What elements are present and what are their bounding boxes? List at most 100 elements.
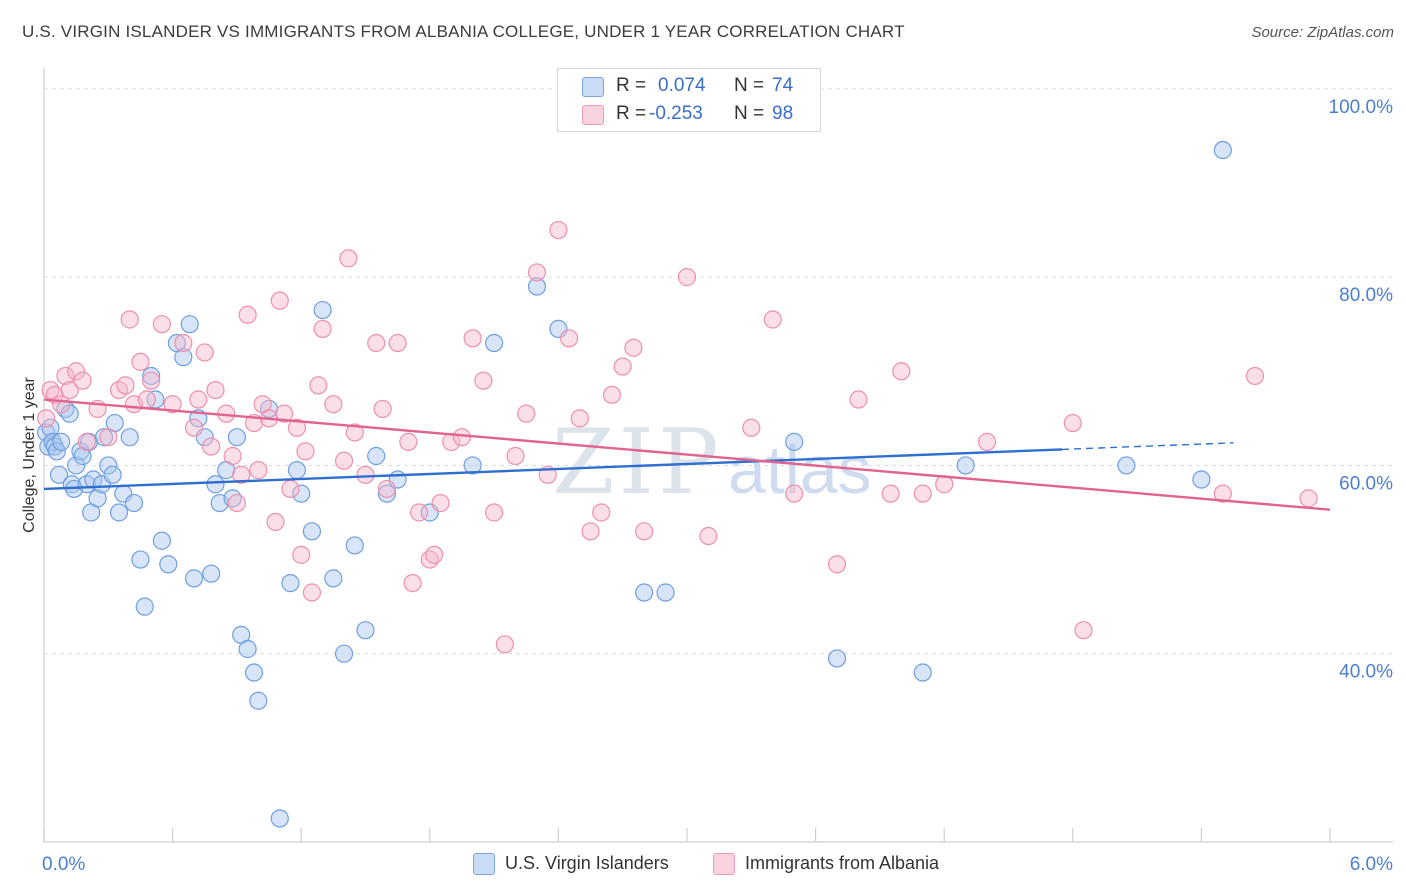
legend-row-albania: R = -0.253 N = 98	[558, 100, 820, 128]
point-albania	[270, 291, 289, 310]
legend-n-label: N =	[734, 103, 765, 124]
point-virgin-islanders	[249, 691, 268, 710]
point-albania	[281, 479, 300, 499]
point-virgin-islanders	[270, 809, 289, 828]
point-albania	[377, 479, 397, 499]
point-albania	[613, 357, 632, 376]
legend-r-value: 0.074	[658, 75, 706, 96]
point-virgin-islanders	[1192, 470, 1211, 489]
point-albania	[206, 380, 225, 400]
grid-lines	[44, 88, 1393, 655]
point-virgin-islanders	[124, 493, 144, 513]
point-albania	[292, 545, 311, 564]
point-virgin-islanders	[635, 583, 654, 602]
y-tick-labels: 100.0% 80.0% 60.0% 40.0%	[1329, 97, 1394, 683]
trend-line-virgin-islanders	[43, 448, 1063, 491]
point-virgin-islanders	[913, 663, 932, 682]
point-albania	[356, 465, 375, 484]
point-albania	[506, 446, 525, 466]
legend-n-value: 74	[772, 75, 794, 96]
point-albania	[152, 315, 171, 334]
point-albania	[495, 635, 514, 654]
point-albania	[549, 220, 568, 240]
point-albania	[174, 333, 193, 353]
point-albania	[227, 493, 246, 513]
point-albania	[60, 380, 79, 400]
point-virgin-islanders	[180, 315, 199, 334]
point-albania	[1299, 489, 1318, 508]
legend-n-value: 98	[772, 103, 794, 124]
watermark-atlas: atlas	[728, 432, 872, 508]
point-albania	[431, 493, 450, 513]
point-virgin-islanders	[292, 484, 311, 503]
point-albania	[223, 446, 242, 466]
point-virgin-islanders	[527, 277, 547, 296]
point-albania	[274, 404, 294, 423]
x-tick-labels: 0.0% 6.0%	[42, 854, 1393, 875]
y-tick-label: 40.0%	[1339, 662, 1393, 683]
point-albania	[142, 371, 161, 390]
point-albania	[560, 329, 579, 348]
point-albania	[339, 249, 358, 268]
source-label: Source: ZipAtlas.com	[1251, 24, 1394, 41]
point-virgin-islanders	[356, 621, 375, 640]
legend-swatch-virgin-islanders	[582, 77, 604, 97]
point-albania	[232, 465, 251, 484]
trend-line-albania	[43, 398, 1331, 511]
point-albania	[313, 319, 332, 339]
point-albania	[635, 522, 654, 541]
point-virgin-islanders	[152, 531, 171, 550]
legend-r-value: -0.253	[649, 103, 703, 124]
point-albania	[913, 484, 932, 503]
point-virgin-islanders	[47, 442, 66, 461]
point-virgin-islanders	[377, 484, 397, 503]
point-albania	[399, 432, 418, 451]
point-albania	[474, 371, 493, 390]
point-virgin-islanders	[142, 366, 161, 386]
point-virgin-islanders	[99, 456, 118, 475]
y-tick-label: 60.0%	[1339, 473, 1393, 494]
point-virgin-islanders	[281, 573, 300, 593]
legend-row-virgin-islanders: R = 0.074 N = 74	[558, 72, 820, 100]
point-virgin-islanders	[174, 348, 193, 367]
axes	[43, 68, 1393, 843]
legend-swatch-albania	[582, 105, 604, 125]
point-albania	[67, 362, 86, 381]
point-albania	[238, 305, 257, 324]
point-albania	[249, 461, 268, 480]
point-albania	[202, 437, 221, 456]
point-albania	[742, 418, 761, 437]
point-virgin-islanders	[52, 432, 71, 451]
point-albania	[37, 409, 56, 428]
point-albania	[131, 352, 150, 371]
legend-r-label: R =	[616, 103, 647, 124]
bottom-legend-label: Immigrants from Albania	[745, 853, 940, 873]
point-albania	[287, 418, 307, 437]
legend-r-label: R =	[616, 75, 647, 96]
point-virgin-islanders	[206, 475, 225, 494]
bottom-legend-swatch-virgin-islanders	[473, 853, 495, 875]
point-virgin-islanders	[67, 456, 86, 475]
point-albania	[624, 338, 643, 357]
point-virgin-islanders	[302, 522, 322, 541]
y-axis-label: College, Under 1 year	[21, 377, 38, 533]
point-virgin-islanders	[1213, 140, 1232, 160]
point-albania	[73, 371, 92, 390]
point-virgin-islanders	[94, 428, 114, 447]
y-tick-label: 80.0%	[1339, 285, 1393, 306]
point-virgin-islanders	[159, 555, 178, 574]
trend-line-extension-virgin-islanders	[1062, 442, 1234, 451]
data-points	[37, 140, 1318, 828]
point-albania	[827, 555, 847, 574]
point-virgin-islanders	[956, 456, 975, 475]
point-albania	[1213, 484, 1232, 503]
point-albania	[367, 333, 386, 353]
point-albania	[677, 268, 697, 287]
point-virgin-islanders	[135, 597, 154, 616]
point-albania	[527, 263, 547, 282]
point-virgin-islanders	[827, 649, 847, 668]
point-virgin-islanders	[463, 456, 482, 475]
point-virgin-islanders	[103, 465, 122, 484]
point-virgin-islanders	[227, 428, 246, 447]
